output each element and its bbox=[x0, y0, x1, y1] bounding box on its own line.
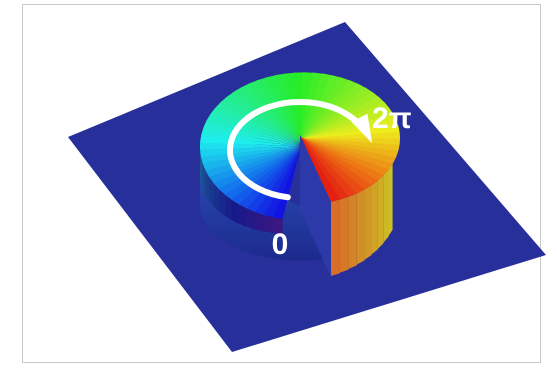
plate-sector bbox=[230, 148, 300, 205]
plate-sector bbox=[264, 75, 300, 144]
plate-sector bbox=[300, 135, 349, 200]
plate-wall-strip bbox=[339, 196, 349, 273]
label-two-pi: 2π bbox=[372, 102, 412, 135]
plate-wall-strip bbox=[330, 199, 340, 276]
plate-sector bbox=[245, 149, 300, 212]
plate-sector bbox=[300, 107, 394, 140]
plate-sector bbox=[300, 125, 400, 139]
plate-wall-strip bbox=[388, 163, 393, 236]
plate-sector bbox=[300, 136, 378, 186]
plate-wall-strip bbox=[218, 189, 225, 217]
plate-sector bbox=[300, 131, 400, 140]
arrow-head bbox=[351, 113, 373, 144]
plate-sector bbox=[218, 148, 300, 195]
plate-sector bbox=[225, 92, 300, 145]
plate-sector bbox=[300, 83, 366, 141]
plate-wall-strip bbox=[264, 215, 274, 234]
plate-sector bbox=[293, 72, 304, 143]
plate-sector bbox=[300, 101, 390, 140]
plate-sector bbox=[300, 119, 399, 139]
plate-sector bbox=[232, 88, 300, 145]
plate-sector bbox=[300, 77, 350, 142]
plate-wall-strip bbox=[202, 163, 206, 197]
plate-sector bbox=[283, 72, 300, 143]
plate-sector bbox=[224, 148, 300, 200]
plate-sector bbox=[263, 149, 300, 218]
plate-wall-strip bbox=[231, 199, 239, 225]
plate-sector bbox=[205, 115, 300, 146]
plate-wall-strip bbox=[383, 169, 389, 243]
plate-sector bbox=[219, 97, 300, 145]
plate-sector bbox=[300, 137, 389, 177]
plate-sector bbox=[247, 80, 300, 144]
plate-sector bbox=[274, 73, 300, 143]
plate-wall-strip bbox=[364, 185, 372, 260]
plate-sector bbox=[300, 135, 357, 198]
plate-wall-strip bbox=[224, 194, 232, 221]
plate-sector bbox=[300, 136, 372, 191]
plate-wall-strip bbox=[246, 208, 256, 230]
plate-wall-strip bbox=[205, 170, 210, 202]
plate-wall-strip bbox=[273, 217, 283, 234]
plate-wall-strip bbox=[213, 183, 219, 212]
plate-wall-strip bbox=[356, 189, 365, 265]
plate-sector bbox=[238, 149, 300, 209]
plate-sector bbox=[300, 136, 365, 195]
plate-sector bbox=[300, 79, 358, 141]
phase-arrow bbox=[227, 99, 367, 201]
plate-sector bbox=[213, 148, 300, 189]
plate-sector bbox=[300, 135, 340, 203]
plate-wall-strip bbox=[371, 180, 378, 255]
plate-sector bbox=[208, 147, 300, 183]
plate-wall-strip bbox=[348, 193, 357, 269]
plate-wall-strip bbox=[200, 156, 203, 191]
plate-wall-strip bbox=[200, 149, 201, 185]
plate-sector bbox=[239, 84, 300, 144]
plate-sector bbox=[202, 147, 300, 171]
spiral-phase-plate bbox=[199, 72, 400, 277]
plate-sector bbox=[254, 149, 300, 215]
plate-sector bbox=[300, 87, 373, 141]
plate-sector bbox=[213, 103, 300, 145]
plate-sector bbox=[300, 96, 385, 140]
plate-sector bbox=[300, 112, 397, 140]
plate-sector bbox=[205, 147, 300, 177]
plate-sector bbox=[300, 136, 384, 182]
plate-sector bbox=[200, 147, 300, 164]
plate-step bbox=[300, 135, 331, 277]
plate-sector bbox=[209, 108, 300, 146]
plate-sector bbox=[202, 121, 300, 146]
plate-wall-strip bbox=[209, 176, 214, 207]
plate-wall-strip bbox=[238, 204, 247, 228]
plate-sector bbox=[200, 146, 300, 157]
plate-wall-strip bbox=[255, 212, 265, 232]
plate-sector bbox=[255, 77, 300, 144]
plate-sector bbox=[300, 91, 379, 141]
plate-wall-strip bbox=[377, 175, 384, 249]
label-zero: 0 bbox=[272, 228, 289, 261]
plate-sector bbox=[200, 142, 300, 150]
